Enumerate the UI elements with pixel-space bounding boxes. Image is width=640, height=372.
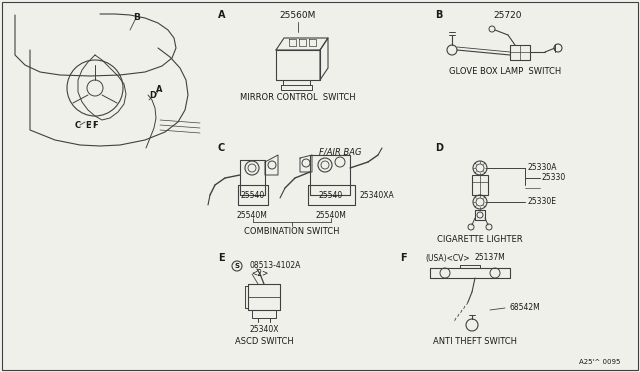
Text: 25540: 25540 — [319, 190, 343, 199]
Text: 25330A: 25330A — [527, 164, 557, 173]
Text: 68542M: 68542M — [510, 304, 541, 312]
Text: B: B — [134, 13, 140, 22]
Text: 25137M: 25137M — [475, 253, 506, 263]
Text: ASCD SWITCH: ASCD SWITCH — [235, 337, 293, 346]
Text: (USA)<CV>: (USA)<CV> — [425, 253, 470, 263]
Text: A25'^ 0095: A25'^ 0095 — [579, 359, 620, 365]
Text: 08513-4102A: 08513-4102A — [250, 262, 301, 270]
Text: 25560M: 25560M — [280, 12, 316, 20]
Text: 25540M: 25540M — [237, 211, 268, 219]
Text: 25330E: 25330E — [527, 198, 556, 206]
Text: 25540M: 25540M — [316, 211, 346, 219]
Text: E: E — [85, 122, 91, 131]
Text: 25720: 25720 — [493, 12, 522, 20]
Text: E: E — [218, 253, 225, 263]
Text: MIRROR CONTROL  SWITCH: MIRROR CONTROL SWITCH — [240, 93, 356, 103]
Text: A: A — [218, 10, 225, 20]
Text: COMBINATION SWITCH: COMBINATION SWITCH — [244, 228, 340, 237]
Text: 25340XA: 25340XA — [360, 190, 395, 199]
Text: 25540: 25540 — [241, 190, 265, 199]
Text: 25340X: 25340X — [249, 326, 279, 334]
Bar — [472, 175, 488, 195]
Text: F/AIR BAG: F/AIR BAG — [319, 148, 361, 157]
Text: F: F — [400, 253, 406, 263]
Text: 25330: 25330 — [542, 173, 566, 183]
Text: D: D — [150, 90, 157, 99]
Text: GLOVE BOX LAMP  SWITCH: GLOVE BOX LAMP SWITCH — [449, 67, 561, 77]
Text: D: D — [435, 143, 443, 153]
Text: C: C — [218, 143, 225, 153]
Text: A: A — [156, 84, 163, 93]
Text: CIGARETTE LIGHTER: CIGARETTE LIGHTER — [437, 235, 523, 244]
Text: F: F — [92, 122, 98, 131]
Text: S: S — [234, 263, 239, 269]
Text: ANTI THEFT SWITCH: ANTI THEFT SWITCH — [433, 337, 517, 346]
Text: B: B — [435, 10, 442, 20]
Text: C: C — [75, 122, 81, 131]
Text: <2>: <2> — [252, 269, 269, 279]
